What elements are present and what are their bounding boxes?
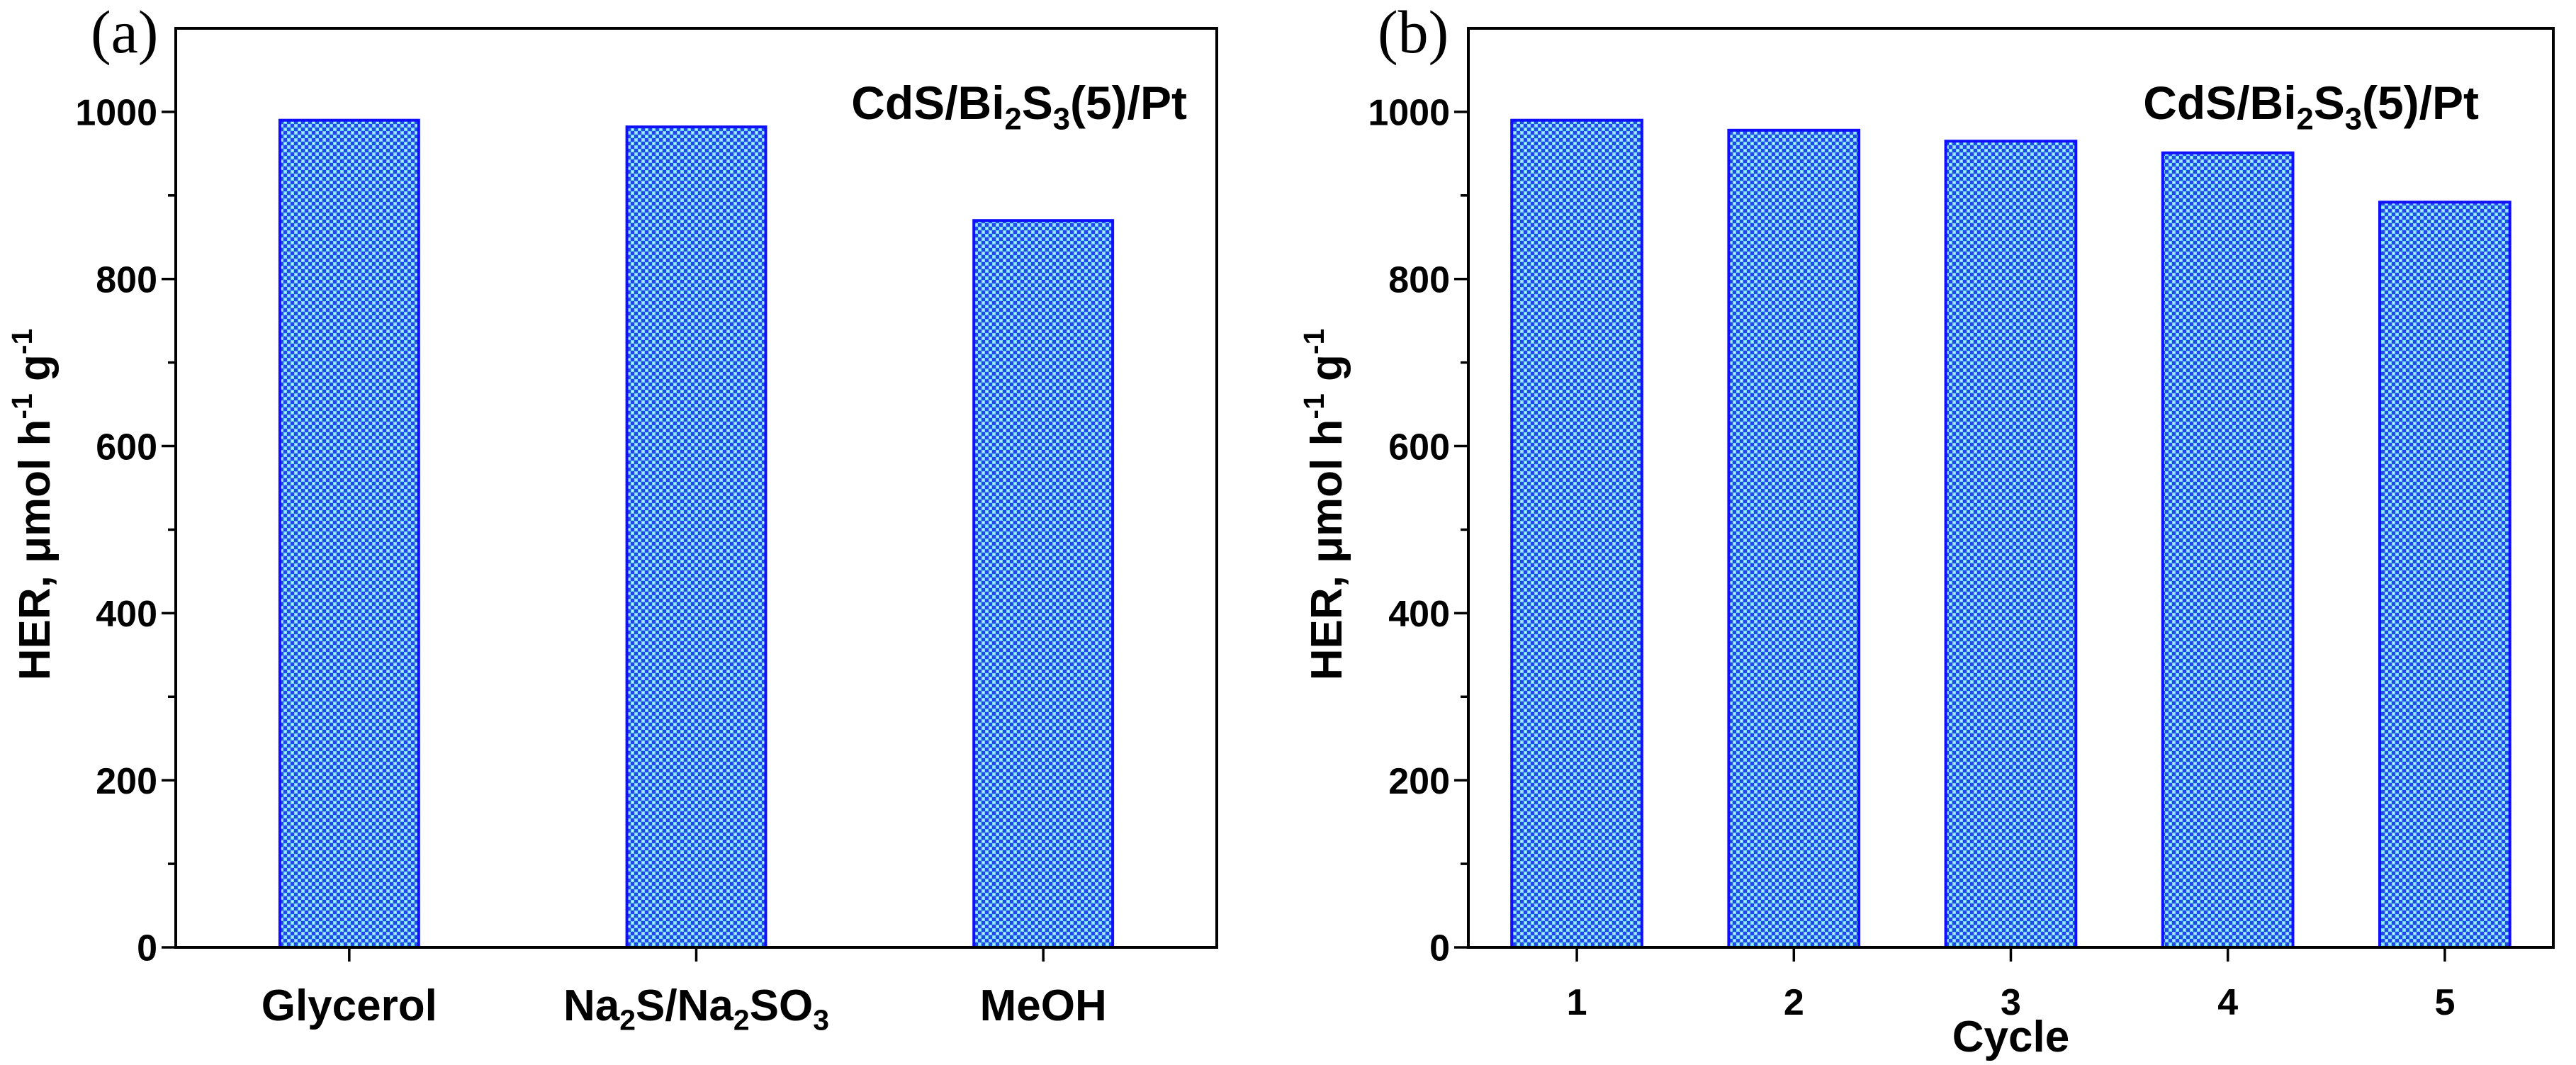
- bar-5: [2378, 201, 2512, 949]
- sample-annotation: CdS/Bi2S3(5)/Pt: [2143, 77, 2479, 137]
- x-tick-label: 3: [2001, 982, 2021, 1023]
- text-run: Na: [563, 981, 620, 1030]
- y-tick-label: 400: [96, 594, 157, 635]
- y-tick-label: 0: [1429, 928, 1450, 969]
- sample-annotation: CdS/Bi2S3(5)/Pt: [851, 77, 1187, 137]
- bars: [1510, 118, 2512, 950]
- text-run: MeOH: [980, 981, 1107, 1030]
- subscript: 2: [2297, 103, 2314, 137]
- text-run: S: [1022, 77, 1053, 129]
- text-run: HER, μmol h: [1303, 419, 1351, 681]
- x-axis: 1 2 3 4 5: [1567, 947, 2455, 1023]
- y-tick-label: 800: [1388, 259, 1450, 300]
- superscript: -1: [6, 393, 38, 419]
- bar-1: [1510, 118, 1643, 950]
- text-run: HER, μmol h: [11, 419, 60, 681]
- x-tick-label: 4: [2217, 982, 2238, 1023]
- subscript: 3: [1053, 103, 1070, 137]
- bar-2: [1727, 128, 1861, 949]
- text-run: 3: [2001, 982, 2021, 1023]
- y-axis: 0 200 400 600 800 1000: [75, 93, 176, 969]
- text-run: (5)/Pt: [2362, 77, 2479, 129]
- x-tick-label: 2: [1784, 982, 1804, 1023]
- y-tick-label: 400: [1388, 594, 1450, 635]
- text-run: S/Na: [636, 981, 733, 1030]
- subscript: 3: [813, 1004, 829, 1037]
- bars: [278, 118, 1115, 950]
- x-tick-label: Na2S/Na2SO3: [563, 981, 829, 1037]
- bar-glycerol: [278, 118, 420, 950]
- text-run: g: [1303, 354, 1351, 393]
- subscript: 3: [2345, 103, 2362, 137]
- subscript: 2: [1005, 103, 1022, 137]
- text-run: 1: [1567, 982, 1587, 1023]
- x-axis: Glycerol Na2S/Na2SO3 MeOH: [261, 947, 1107, 1037]
- subscript: 2: [619, 1004, 636, 1037]
- text-run: SO: [750, 981, 814, 1030]
- text-run: 2: [1784, 982, 1804, 1023]
- text-run: S: [2314, 77, 2345, 129]
- superscript: -1: [6, 329, 38, 354]
- y-tick-label: 200: [96, 761, 157, 802]
- y-axis: 0 200 400 600 800 1000: [1368, 93, 1468, 969]
- superscript: -1: [1298, 393, 1330, 419]
- bar-3: [1944, 140, 2078, 950]
- y-tick-label: 600: [96, 427, 157, 468]
- y-tick-label: 1000: [75, 93, 157, 134]
- text-run: CdS/Bi: [851, 77, 1004, 129]
- bar-4: [2161, 151, 2295, 950]
- text-run: Glycerol: [261, 981, 437, 1030]
- y-axis-title: HER, μmol h-1 g-1: [1298, 329, 1351, 680]
- subscript: 2: [733, 1004, 750, 1037]
- bar-meoh: [972, 219, 1115, 950]
- y-tick-label: 0: [137, 928, 157, 969]
- x-tick-label: 1: [1567, 982, 1587, 1023]
- panel-label: (b): [1378, 0, 1449, 66]
- panel-label: (a): [91, 0, 158, 66]
- text-run: 5: [2434, 982, 2455, 1023]
- x-tick-label: MeOH: [980, 981, 1107, 1030]
- text-run: 4: [2217, 982, 2238, 1023]
- y-tick-label: 1000: [1368, 93, 1450, 134]
- x-tick-label: Glycerol: [261, 981, 437, 1030]
- bar-na2s-na2so3: [625, 125, 767, 950]
- text-run: g: [11, 354, 60, 393]
- superscript: -1: [1298, 329, 1330, 354]
- x-axis-title: Cycle: [1952, 1013, 2069, 1061]
- text-run: CdS/Bi: [2143, 77, 2296, 129]
- text-run: (5)/Pt: [1070, 77, 1187, 129]
- y-tick-label: 800: [96, 259, 157, 300]
- y-tick-label: 200: [1388, 761, 1450, 802]
- x-tick-label: 5: [2434, 982, 2455, 1023]
- y-tick-label: 600: [1388, 427, 1450, 468]
- y-axis-title: HER, μmol h-1 g-1: [6, 329, 60, 680]
